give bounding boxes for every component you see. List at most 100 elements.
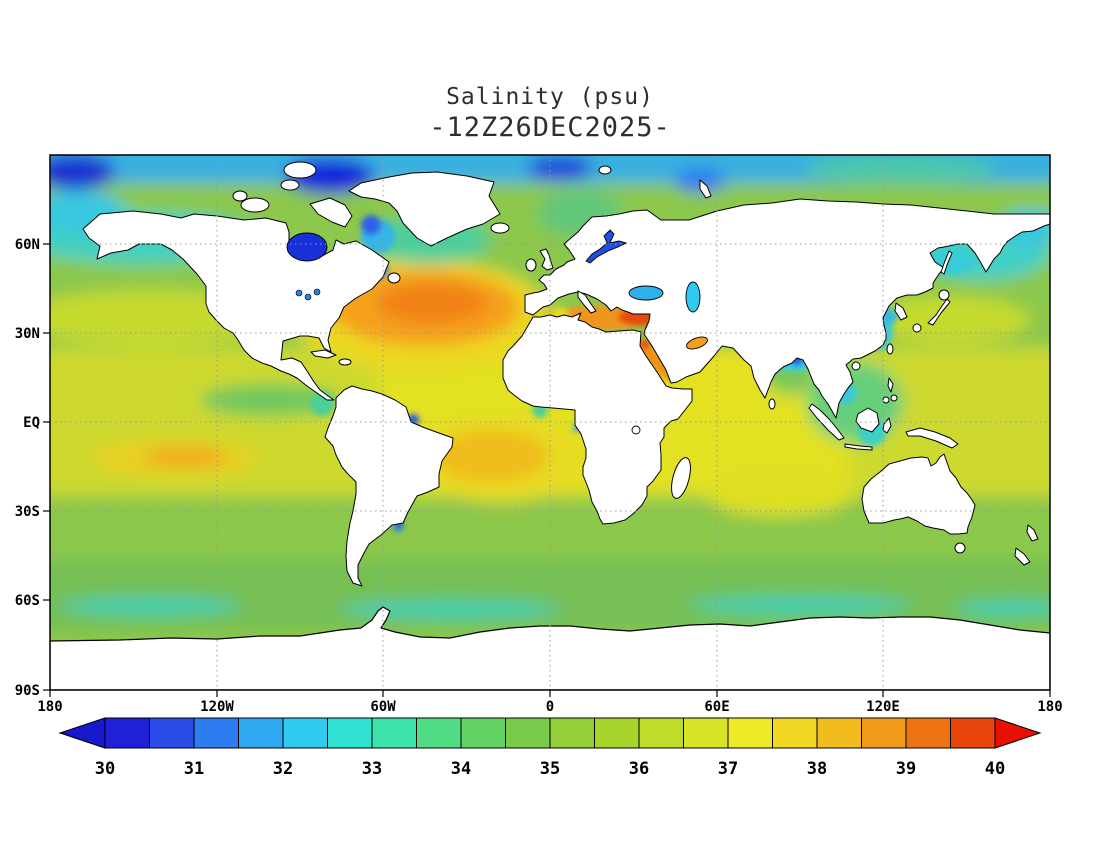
persian-gulf [686, 336, 708, 350]
colorbar-left-arrow [58, 717, 106, 749]
island-iceland [490, 222, 510, 234]
colorbar-segment-9 [505, 717, 551, 749]
island-madagascar [671, 457, 691, 499]
continents [50, 161, 1050, 690]
colorbar-label-40: 40 [985, 759, 1005, 779]
colorbar-label-31: 31 [184, 759, 204, 779]
colorbar-label-37: 37 [718, 759, 738, 779]
island-sulawesi [882, 417, 892, 434]
colorbar-segment-17 [861, 717, 907, 749]
great-lake-ontario [313, 288, 321, 296]
caspian-sea [685, 281, 701, 313]
colorbar-segment-13 [683, 717, 729, 749]
continent-australia [861, 453, 976, 535]
colorbar-label-35: 35 [540, 759, 560, 779]
axis-ticks [43, 243, 1051, 697]
island-banks [232, 190, 248, 202]
island-tasmania [954, 542, 966, 554]
lat-tick-label-60N: 60N [15, 237, 40, 253]
colorbar-label-32: 32 [273, 759, 293, 779]
island-novaya-zemlya [699, 179, 712, 199]
graticule [50, 155, 1050, 690]
lon-tick-label-0-3: 0 [546, 699, 554, 715]
island-taiwan [886, 343, 894, 355]
lat-tick-label-30S: 30S [15, 504, 40, 520]
colorbar-segment-0 [104, 717, 150, 749]
lon-tick-label-180-0: 180 [37, 699, 62, 715]
colorbar-segment-5 [327, 717, 373, 749]
inland-seas [286, 229, 708, 435]
colorbar-segment-15 [772, 717, 818, 749]
colorbar-label-39: 39 [896, 759, 916, 779]
colorbar-segment-3 [238, 717, 284, 749]
colorbar-segment-19 [950, 717, 996, 749]
lon-tick-label-120E-5: 120E [866, 699, 900, 715]
island-borneo [855, 407, 880, 433]
island-cuba [310, 349, 337, 359]
island-italy [577, 290, 597, 314]
colorbar-label-36: 36 [629, 759, 649, 779]
lat-tick-label-30N: 30N [15, 326, 40, 342]
great-lake-michigan [304, 293, 312, 301]
continent-eurasia [524, 198, 1050, 419]
colorbar-label-34: 34 [451, 759, 471, 779]
colorbar-label-33: 33 [362, 759, 382, 779]
plot-title: Salinity (psu) [446, 84, 654, 110]
island-visayas [882, 396, 890, 404]
island-britain [539, 248, 554, 271]
colorbar-right-arrow [994, 717, 1042, 749]
island-new-zealand-north [1026, 524, 1039, 542]
colorbar-segment-7 [416, 717, 462, 749]
colorbar-segment-16 [816, 717, 862, 749]
island-sakhalin [940, 250, 953, 275]
island-new-guinea [905, 427, 959, 449]
continent-south-america [324, 385, 454, 587]
island-mindanao [890, 394, 898, 402]
island-new-zealand-south [1014, 547, 1031, 566]
island-devon [280, 179, 300, 191]
island-victoria [240, 197, 270, 213]
island-kyushu [912, 323, 922, 333]
colorbar-segment-18 [905, 717, 951, 749]
lon-tick-label-120W-1: 120W [200, 699, 234, 715]
colorbar-segment-10 [549, 717, 595, 749]
plot-timestamp: -12Z26DEC2025- [429, 112, 671, 143]
colorbar-segment-8 [460, 717, 506, 749]
lon-tick-label-60E-4: 60E [704, 699, 729, 715]
island-honshu [927, 298, 951, 326]
colorbar-segment-12 [638, 717, 684, 749]
island-newfoundland [387, 272, 401, 284]
lon-tick-label-180-6: 180 [1037, 699, 1062, 715]
island-sri-lanka [768, 398, 776, 410]
island-luzon [887, 377, 894, 393]
colorbar-segment-11 [594, 717, 640, 749]
island-baffin [309, 197, 353, 228]
great-lake-superior [295, 289, 303, 297]
lake-victoria [631, 425, 641, 435]
lat-tick-label-60S: 60S [15, 593, 40, 609]
island-java [844, 443, 873, 451]
continent-antarctica [50, 606, 1050, 690]
colorbar-segment-6 [371, 717, 417, 749]
lon-tick-label-60W-2: 60W [370, 699, 396, 715]
continent-greenland [348, 171, 501, 247]
island-korea [894, 302, 908, 321]
island-ellesmere [283, 161, 317, 179]
colorbar-segment-14 [727, 717, 773, 749]
island-hispaniola [338, 358, 352, 366]
island-hokkaido [938, 289, 950, 301]
colorbar-label-38: 38 [807, 759, 827, 779]
colorbar: 30 31 32 33 34 35 36 37 38 39 40 [58, 717, 1042, 779]
colorbar-segment-1 [149, 717, 195, 749]
colorbar-segment-2 [193, 717, 239, 749]
lat-tick-label-EQ: EQ [23, 415, 40, 431]
hudson-bay [286, 232, 328, 262]
colorbar-segment-4 [282, 717, 328, 749]
lat-tick-label-90S: 90S [15, 683, 40, 699]
island-hainan [851, 361, 861, 371]
colorbar-label-30: 30 [95, 759, 115, 779]
island-ireland [525, 258, 537, 272]
island-svalbard [598, 165, 612, 175]
